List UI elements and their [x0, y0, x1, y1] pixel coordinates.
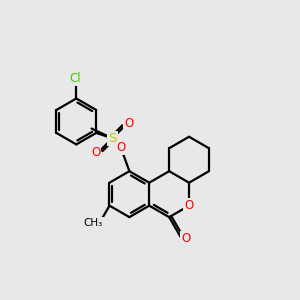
Text: O: O	[91, 146, 101, 159]
Text: CH₃: CH₃	[84, 218, 103, 228]
Text: O: O	[117, 141, 126, 154]
Text: Cl: Cl	[69, 72, 81, 85]
Text: O: O	[184, 199, 194, 212]
Text: O: O	[181, 232, 190, 245]
Text: O: O	[124, 117, 134, 130]
Text: S: S	[108, 132, 117, 145]
